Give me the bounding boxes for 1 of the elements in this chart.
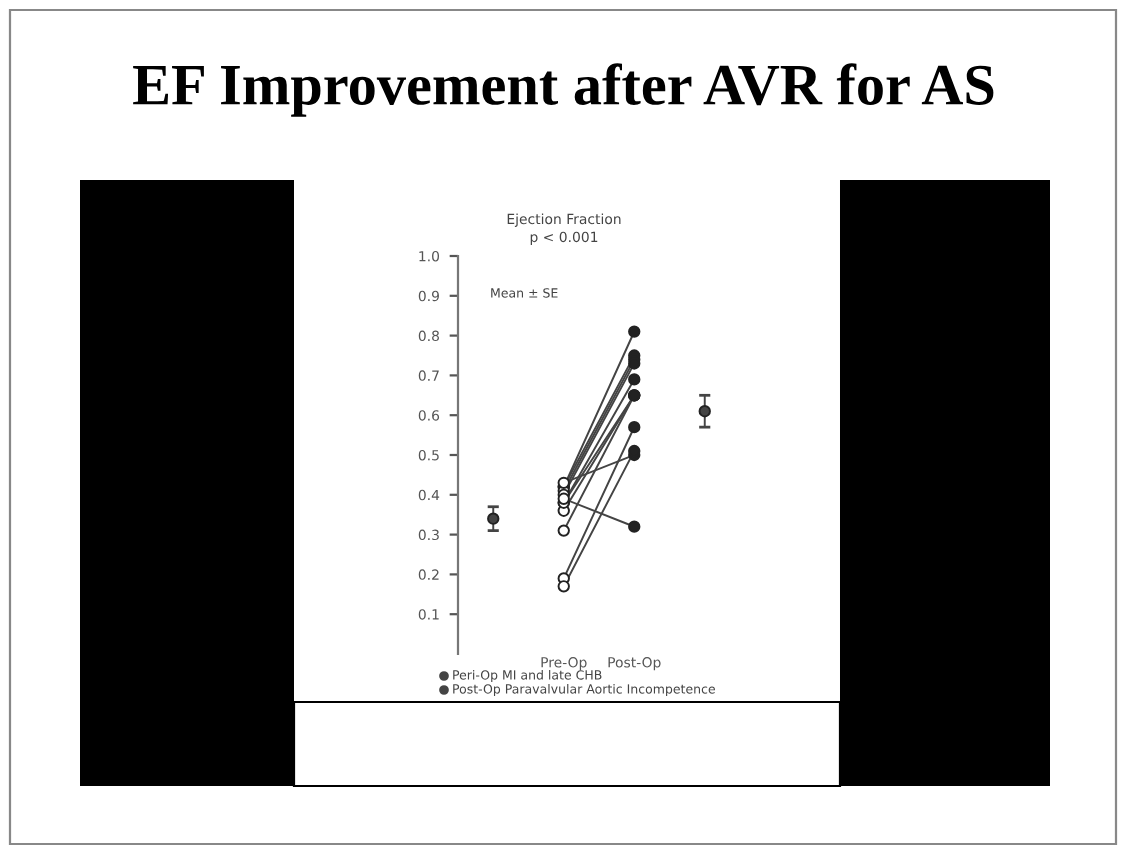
chart-title: EF Improvement after AVR for AS (133, 63, 994, 117)
